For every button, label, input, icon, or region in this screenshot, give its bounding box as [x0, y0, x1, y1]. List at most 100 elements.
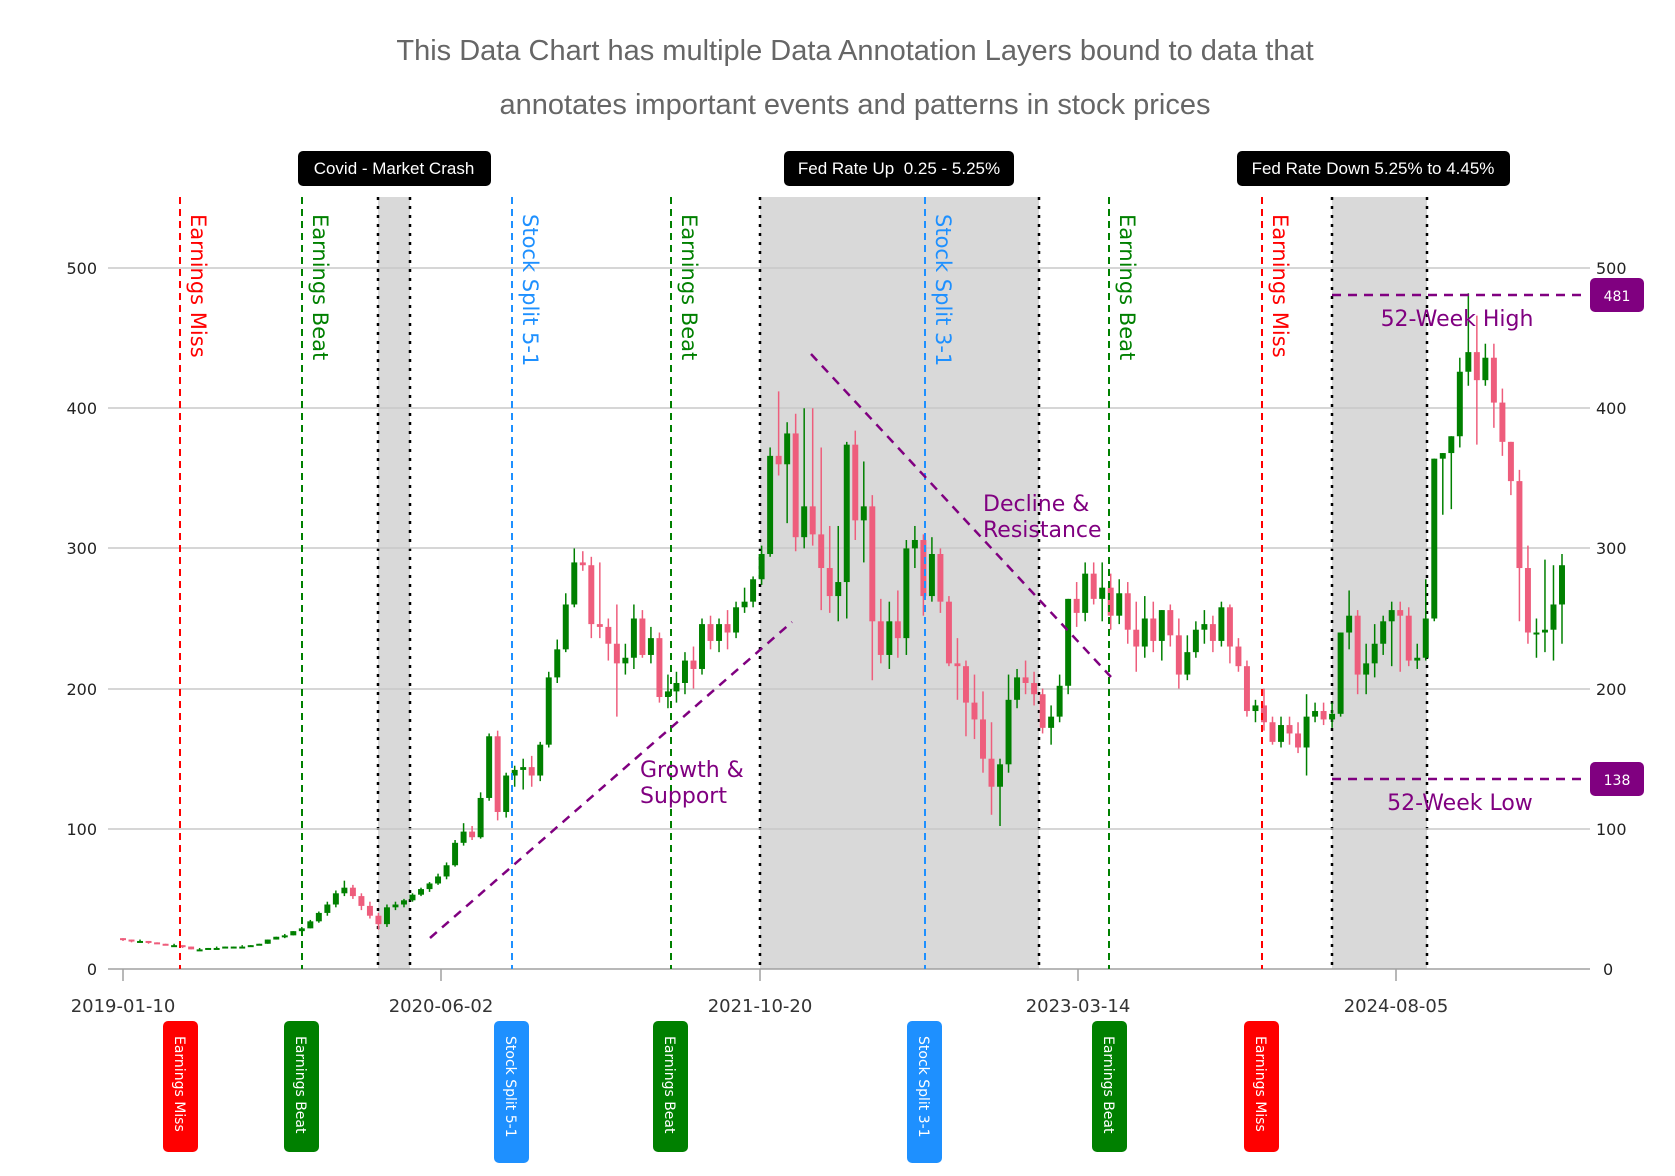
candle-body: [239, 946, 246, 949]
candle-body: [1082, 573, 1089, 613]
y-tick-100: 100: [66, 820, 97, 839]
candle-body: [273, 936, 280, 940]
candle-body: [818, 534, 825, 569]
y-tick-200: 200: [66, 680, 97, 699]
candle-body: [1422, 618, 1429, 658]
candle-body: [188, 946, 195, 950]
y-axis-left: 0 100 200 300 400 500: [66, 259, 97, 979]
candle-body: [230, 946, 237, 949]
svg-text:481: 481: [1604, 289, 1631, 305]
candle-body: [1431, 458, 1438, 619]
candle-body: [928, 554, 935, 597]
candle-body: [418, 889, 424, 895]
pattern-labels: Growth & Support Decline & Resistance: [640, 492, 1102, 809]
candle-body: [971, 702, 978, 720]
bottom-badge-earnings-miss: Earnings Miss: [1244, 1021, 1279, 1152]
candle-body: [707, 624, 714, 641]
y-tick-right-300: 300: [1596, 539, 1627, 558]
52-week-high-label: 52-Week High: [1381, 307, 1534, 332]
candle-body: [1005, 699, 1012, 765]
candle-body: [792, 433, 799, 538]
candle-body: [886, 621, 893, 655]
candle-body: [630, 618, 637, 658]
svg-text:Earnings Beat: Earnings Beat: [1100, 1036, 1116, 1134]
chart-title: This Data Chart has multiple Data Annota…: [0, 24, 1675, 132]
candle-body: [1473, 352, 1480, 381]
candle-body: [1354, 615, 1361, 675]
candle-body: [1303, 716, 1310, 748]
candle-body: [1465, 352, 1472, 372]
candle-body: [1337, 632, 1344, 714]
svg-text:Covid - Market Crash: Covid - Market Crash: [314, 159, 475, 178]
covid-band: [378, 197, 410, 969]
candle-body: [1286, 725, 1293, 734]
event-lines: [179, 197, 1263, 969]
candle-body: [1031, 682, 1038, 695]
candle-body: [1184, 652, 1191, 675]
x-tick-label: 2020-06-02: [389, 996, 494, 1017]
svg-text:Earnings Miss: Earnings Miss: [1252, 1036, 1268, 1132]
candle-body: [1150, 618, 1157, 641]
candle-body: [997, 764, 1004, 787]
candle-body: [145, 940, 152, 943]
candle-body: [664, 691, 671, 698]
band-annotations: [376, 197, 1429, 969]
candle-body: [1261, 705, 1267, 723]
candle-body: [511, 769, 518, 776]
candle-body: [196, 949, 203, 952]
chart-title-line-2: annotates important events and patterns …: [499, 89, 1211, 121]
candle-body: [256, 943, 263, 946]
candle-body: [1533, 632, 1540, 635]
candle-body: [758, 554, 765, 580]
candle-body: [1192, 629, 1199, 653]
candle-body: [137, 940, 144, 943]
svg-text:Earnings Beat: Earnings Beat: [661, 1036, 677, 1134]
candle-body: [332, 893, 339, 905]
candle-body: [545, 677, 552, 745]
event-labels: Earnings Miss Earnings Beat Stock Split …: [186, 214, 1292, 366]
candle-body: [460, 831, 467, 843]
candle-body: [213, 947, 220, 950]
candle-body: [622, 657, 629, 664]
candle-body: [315, 912, 322, 922]
candle-body: [596, 624, 603, 627]
candle-body: [1482, 357, 1489, 381]
candle-body: [1516, 481, 1523, 569]
x-tick-label: 2024-08-05: [1344, 996, 1449, 1017]
x-tick-label: 2019-01-10: [71, 996, 176, 1017]
trend-lines: [429, 353, 1112, 939]
candle-body: [962, 666, 969, 703]
covid-box: Covid - Market Crash: [298, 151, 491, 186]
candle-body: [401, 900, 407, 905]
candle-body: [307, 921, 314, 929]
candle-body: [264, 939, 271, 944]
x-tick-label: 2021-10-20: [708, 996, 813, 1017]
candle-body: [1405, 615, 1412, 661]
candle-body: [852, 444, 859, 521]
chart-title-line-1: This Data Chart has multiple Data Annota…: [396, 35, 1314, 67]
candle-body: [937, 554, 944, 602]
candlestick-series: [120, 293, 1565, 952]
candle-body: [1388, 610, 1395, 622]
y-tick-400: 400: [66, 399, 97, 418]
candle-body: [647, 638, 654, 655]
y-tick-right-200: 200: [1596, 680, 1627, 699]
candle-body: [988, 758, 995, 787]
candle-body: [1320, 711, 1327, 720]
candle-body: [588, 565, 595, 625]
candle-body: [443, 865, 450, 877]
candle-body: [1022, 677, 1029, 683]
candle-body: [1201, 624, 1208, 630]
candle-body: [1226, 607, 1233, 647]
candle-body: [1397, 610, 1404, 616]
candle-body: [1346, 615, 1353, 633]
candle-body: [1490, 357, 1497, 403]
candle-body: [1312, 711, 1319, 717]
candle-body: [809, 506, 816, 535]
bottom-badge-earnings-beat: Earnings Beat: [284, 1021, 319, 1152]
candle-body: [426, 883, 433, 890]
x-tick-label: 2023-03-14: [1026, 996, 1131, 1017]
candle-body: [341, 887, 348, 894]
52-week-low-label: 52-Week Low: [1387, 791, 1533, 816]
y-tick-right-400: 400: [1596, 399, 1627, 418]
